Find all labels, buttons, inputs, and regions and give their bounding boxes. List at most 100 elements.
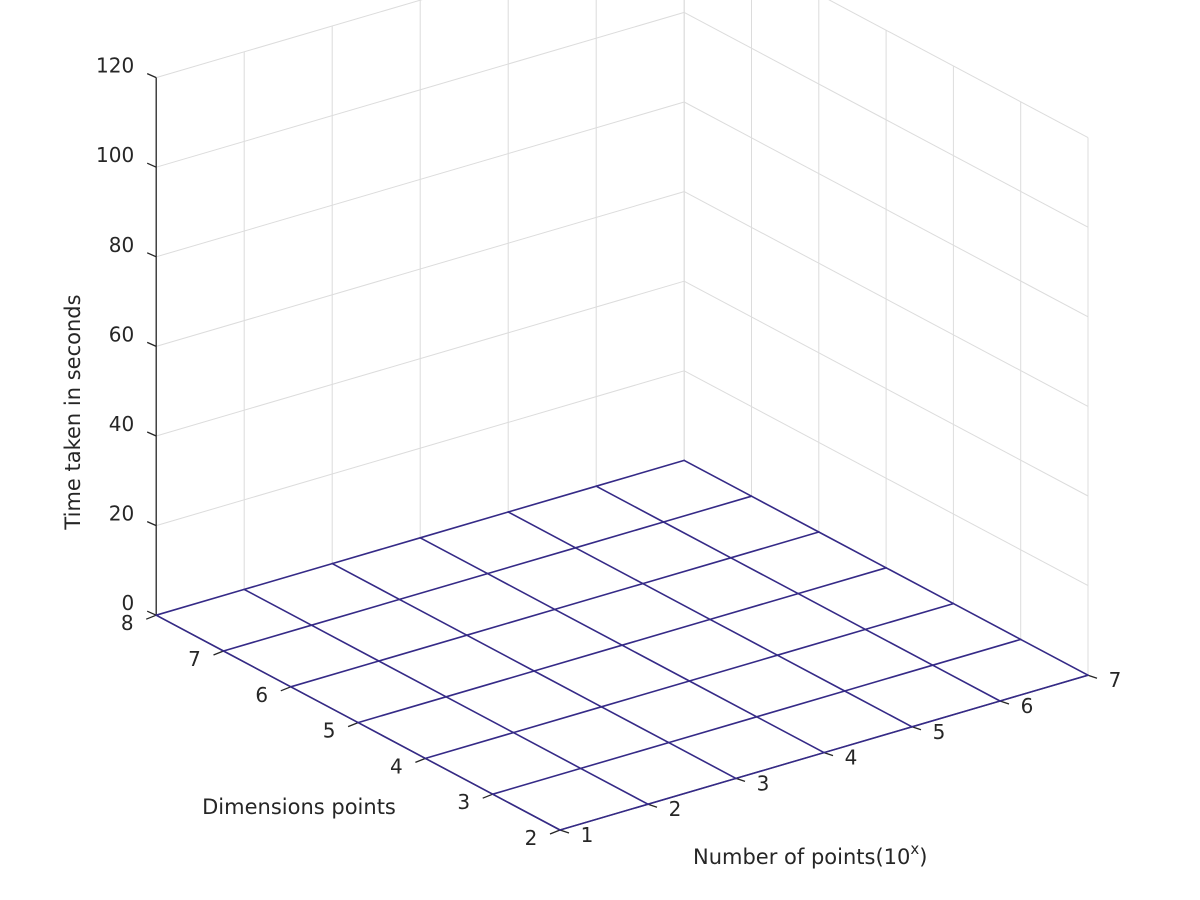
y-tick	[213, 650, 224, 656]
z-tick	[146, 431, 157, 437]
mesh-segment	[465, 634, 535, 672]
y-tick	[415, 757, 426, 764]
mesh-segment	[222, 624, 313, 652]
y-tick-label: 5	[323, 719, 336, 743]
z-tick	[146, 341, 157, 347]
mesh-segment	[398, 598, 468, 637]
mesh-segment	[952, 602, 1022, 641]
mesh-segment	[486, 546, 577, 575]
mesh-segment	[600, 705, 670, 744]
mesh-segment	[507, 485, 598, 513]
grid-line	[683, 370, 1089, 587]
x-tick-label: 3	[757, 771, 770, 795]
y-tick-label: 4	[390, 754, 403, 778]
mesh-segment	[533, 644, 623, 672]
mesh-segment	[683, 459, 753, 498]
y-tick	[145, 614, 157, 620]
y-tick-label: 7	[188, 647, 201, 671]
grid-line	[156, 11, 685, 168]
y-tick	[280, 686, 292, 692]
mesh-segment	[491, 793, 561, 831]
mesh-segment	[931, 638, 1022, 667]
mesh-segment	[419, 511, 510, 539]
z-tick-label: 0	[121, 591, 134, 615]
y-tick	[549, 829, 561, 835]
mesh-segment	[377, 634, 468, 662]
mesh-segment	[574, 521, 665, 549]
x-tick-label: 4	[845, 746, 858, 770]
grid-line	[683, 191, 1089, 407]
mesh-segment	[424, 757, 494, 796]
mesh-segment	[553, 608, 623, 647]
mesh-segment	[357, 721, 427, 760]
mesh-segment	[621, 618, 711, 647]
grid-line	[156, 0, 423, 79]
mesh-segment	[579, 741, 670, 770]
z-tick-label: 80	[109, 233, 134, 257]
mesh-segment	[445, 695, 515, 734]
mesh-segment	[289, 660, 380, 688]
mesh-segment	[289, 685, 359, 724]
mesh-segment	[553, 582, 644, 611]
axes	[145, 73, 1098, 835]
z-tick-label: 100	[96, 143, 134, 167]
x-tick	[999, 700, 1010, 705]
mesh-segment	[755, 690, 846, 718]
mesh-segment	[398, 572, 489, 601]
mesh-segment	[999, 674, 1089, 702]
x-tick	[559, 829, 570, 834]
mesh-segment	[797, 592, 867, 631]
mesh-segment	[155, 614, 225, 652]
grid-line	[683, 101, 1089, 318]
mesh-segment	[688, 654, 779, 682]
mesh-segment	[243, 588, 313, 627]
mesh-segment	[641, 556, 732, 585]
mesh-segment	[864, 628, 934, 667]
mesh-segment	[486, 572, 556, 611]
mesh-segment	[445, 670, 535, 698]
mesh-segment	[667, 715, 758, 744]
y-tick	[347, 721, 359, 728]
mesh-segment	[377, 660, 447, 698]
x-axis-label: Number of points(10x)	[693, 840, 927, 869]
mesh-segment	[864, 602, 955, 631]
x-tick	[647, 803, 658, 808]
mesh-segment	[357, 695, 447, 724]
mesh-segment	[931, 664, 1001, 702]
mesh-segment	[491, 767, 582, 796]
mesh-segment	[155, 588, 245, 617]
mesh-segment	[750, 495, 820, 533]
mesh-segment	[729, 556, 799, 595]
z-tick	[146, 73, 157, 79]
grid-line	[156, 370, 685, 527]
mesh-segment	[222, 650, 292, 688]
surface-mesh	[155, 459, 1089, 831]
z-tick	[146, 521, 157, 527]
z-tick	[146, 162, 157, 168]
mesh-segment	[1019, 638, 1089, 677]
mesh-segment	[512, 731, 582, 770]
mesh-segment	[419, 536, 489, 575]
mesh-segment	[310, 598, 401, 627]
grid-line	[683, 11, 1089, 228]
grid-line	[156, 280, 685, 437]
x-tick-label: 5	[933, 720, 946, 744]
z-axis-label: Time taken in seconds	[61, 294, 85, 530]
mesh-segment	[579, 767, 649, 806]
mesh-segment	[641, 582, 711, 621]
y-axis-label: Dimensions points	[202, 795, 396, 819]
z-tick-label: 40	[109, 412, 134, 436]
mesh-segment	[424, 731, 515, 760]
x-tick-label: 2	[669, 797, 682, 821]
mesh-segment	[662, 521, 732, 559]
x-tick	[1087, 674, 1098, 679]
mesh-segment	[331, 562, 401, 601]
mesh-segment	[755, 715, 825, 754]
mesh-segment	[595, 459, 686, 488]
mesh-segment	[776, 628, 867, 657]
mesh-segment	[507, 511, 577, 549]
y-tick-label: 6	[255, 683, 268, 707]
tick-labels: 1 2 3 4 5 6 7 2 3 4 5 6 7 80 20 40 60 80 100 120	[96, 54, 1121, 850]
x-tick-label: 6	[1021, 694, 1034, 718]
x-tick	[911, 726, 922, 731]
